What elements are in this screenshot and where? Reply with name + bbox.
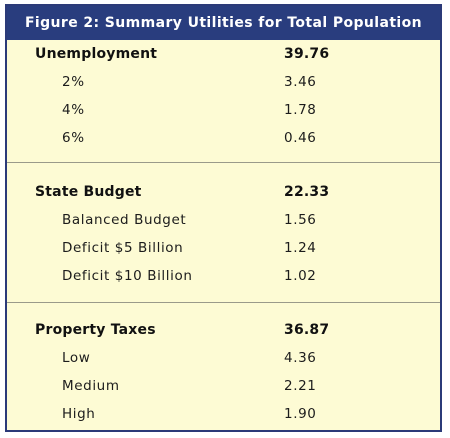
section-heading-state-budget: State Budget 22.33	[7, 184, 440, 204]
figure-panel: Figure 2: Summary Utilities for Total Po…	[5, 4, 442, 432]
row-value: 1.02	[284, 268, 317, 284]
row-label: Balanced Budget	[62, 212, 187, 228]
section-total: 36.87	[284, 322, 330, 338]
table-row: 6% 0.46	[7, 130, 440, 150]
row-label: Medium	[62, 378, 120, 394]
section-name: State Budget	[35, 184, 142, 200]
row-value: 3.46	[284, 74, 317, 90]
row-value: 2.21	[284, 378, 317, 394]
row-value: 1.78	[284, 102, 317, 118]
table-row: Deficit $5 Billion 1.24	[7, 240, 440, 260]
row-value: 1.56	[284, 212, 317, 228]
row-label: High	[62, 406, 96, 422]
row-label: Deficit $10 Billion	[62, 268, 193, 284]
section-name: Unemployment	[35, 46, 158, 62]
table-row: Medium 2.21	[7, 378, 440, 398]
table-row: 4% 1.78	[7, 102, 440, 122]
section-total: 39.76	[284, 46, 330, 62]
table-row: 2% 3.46	[7, 74, 440, 94]
row-label: 4%	[62, 102, 85, 118]
row-label: 2%	[62, 74, 85, 90]
section-heading-unemployment: Unemployment 39.76	[7, 46, 440, 66]
section-name: Property Taxes	[35, 322, 156, 338]
section-divider	[7, 162, 440, 163]
table-row: Deficit $10 Billion 1.02	[7, 268, 440, 288]
row-label: 6%	[62, 130, 85, 146]
row-value: 0.46	[284, 130, 317, 146]
row-value: 1.90	[284, 406, 317, 422]
section-total: 22.33	[284, 184, 330, 200]
row-label: Deficit $5 Billion	[62, 240, 184, 256]
table-row: High 1.90	[7, 406, 440, 426]
row-value: 4.36	[284, 350, 317, 366]
row-value: 1.24	[284, 240, 317, 256]
section-heading-property-taxes: Property Taxes 36.87	[7, 322, 440, 342]
table-row: Low 4.36	[7, 350, 440, 370]
figure-title: Figure 2: Summary Utilities for Total Po…	[7, 6, 440, 40]
row-label: Low	[62, 350, 91, 366]
section-divider	[7, 302, 440, 303]
table-row: Balanced Budget 1.56	[7, 212, 440, 232]
